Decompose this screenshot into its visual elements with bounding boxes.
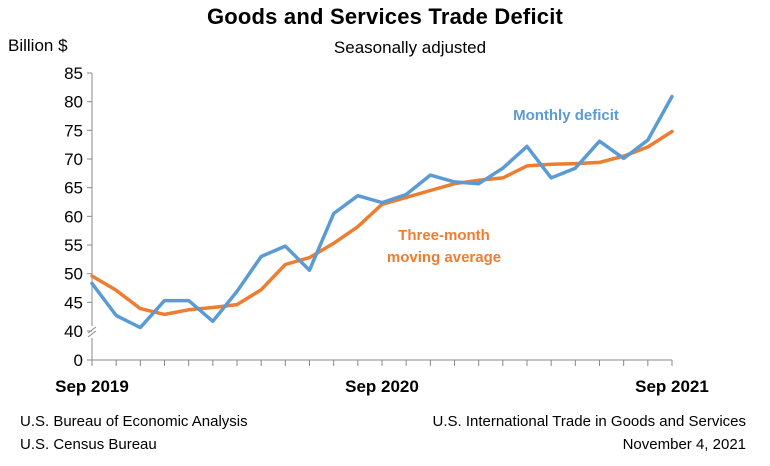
source-line-bea: U.S. Bureau of Economic Analysis: [20, 413, 248, 430]
y-tick-label: 70: [64, 150, 83, 169]
chart-title: Goods and Services Trade Deficit: [206, 4, 564, 29]
y-axis-break-mark: [87, 326, 97, 338]
y-tick-label: 60: [64, 207, 83, 226]
y-tick-label: 45: [64, 293, 83, 312]
x-tick-label: Sep 2019: [55, 377, 129, 396]
monthly-deficit-line: [90, 94, 674, 330]
chart-subtitle: Seasonally adjusted: [333, 38, 487, 57]
moving-average-annotation-line: Three-month: [398, 227, 490, 244]
y-axis-label: Billion $: [8, 36, 68, 55]
y-tick-label: 65: [64, 179, 83, 198]
y-tick-label: 85: [64, 64, 83, 83]
release-date: November 4, 2021: [622, 436, 746, 453]
release-footer: U.S. International Trade in Goods and Se…: [432, 410, 746, 456]
y-tick-label: 50: [64, 265, 83, 284]
y-tick-label: 40: [64, 322, 83, 341]
y-tick-label: 75: [64, 121, 83, 140]
monthly-deficit-annotation: Monthly deficit: [513, 107, 619, 124]
moving-average-annotation-line: moving average: [387, 249, 501, 266]
y-tick-label: 55: [64, 236, 83, 255]
source-footer: U.S. Bureau of Economic Analysis U.S. Ce…: [20, 410, 248, 456]
y-tick-label: 80: [64, 93, 83, 112]
x-tick-label: Sep 2021: [635, 377, 709, 396]
source-line-census: U.S. Census Bureau: [20, 436, 157, 453]
x-tick-label: Sep 2020: [345, 377, 419, 396]
y-tick-label: 0: [74, 351, 83, 370]
release-title: U.S. International Trade in Goods and Se…: [432, 413, 746, 430]
